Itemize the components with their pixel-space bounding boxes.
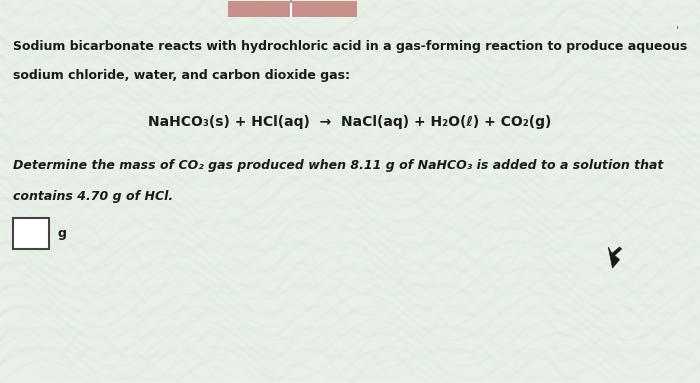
Text: ': ' (676, 25, 678, 35)
Text: g: g (57, 227, 66, 240)
Text: Determine the mass of CO₂ gas produced when 8.11 g of NaHCO₃ is added to a solut: Determine the mass of CO₂ gas produced w… (13, 159, 663, 172)
Text: contains 4.70 g of HCl.: contains 4.70 g of HCl. (13, 190, 173, 203)
Bar (13, 218, 49, 249)
Bar (228, 1, 357, 17)
Text: sodium chloride, water, and carbon dioxide gas:: sodium chloride, water, and carbon dioxi… (13, 69, 349, 82)
Text: Sodium bicarbonate reacts with hydrochloric acid in a gas-forming reaction to pr: Sodium bicarbonate reacts with hydrochlo… (13, 40, 687, 53)
Polygon shape (608, 247, 622, 268)
Text: NaHCO₃(s) + HCl(aq)  →  NaCl(aq) + H₂O(ℓ) + CO₂(g): NaHCO₃(s) + HCl(aq) → NaCl(aq) + H₂O(ℓ) … (148, 115, 552, 129)
